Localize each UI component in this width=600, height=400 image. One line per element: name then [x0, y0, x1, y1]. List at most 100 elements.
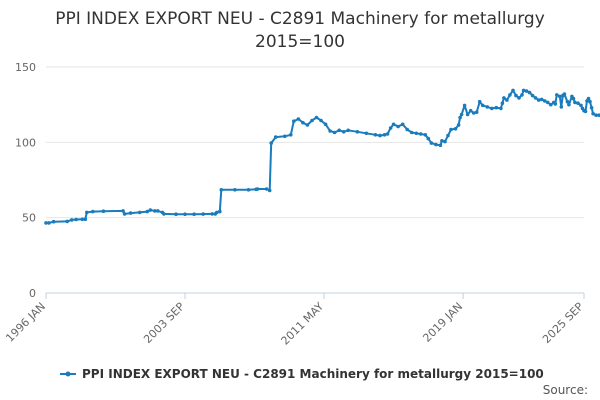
data-point[interactable]	[571, 96, 576, 101]
data-point[interactable]	[292, 119, 296, 123]
data-point[interactable]	[521, 88, 526, 93]
data-point[interactable]	[44, 221, 48, 225]
data-point[interactable]	[423, 133, 428, 137]
data-point[interactable]	[218, 209, 222, 214]
data-point[interactable]	[539, 97, 544, 102]
data-point[interactable]	[301, 120, 305, 125]
data-point[interactable]	[524, 89, 529, 93]
data-point[interactable]	[269, 141, 274, 145]
data-point[interactable]	[591, 111, 595, 116]
data-point[interactable]	[328, 129, 332, 133]
data-point[interactable]	[530, 93, 535, 98]
data-point[interactable]	[558, 94, 562, 99]
data-point[interactable]	[567, 102, 571, 107]
data-point[interactable]	[337, 128, 342, 133]
data-point[interactable]	[559, 105, 564, 109]
data-point[interactable]	[341, 130, 346, 134]
data-point[interactable]	[542, 99, 547, 103]
data-point[interactable]	[364, 131, 369, 136]
data-point[interactable]	[490, 106, 494, 111]
data-point[interactable]	[471, 111, 476, 115]
data-point[interactable]	[91, 209, 95, 214]
data-point[interactable]	[323, 122, 328, 127]
data-point[interactable]	[74, 217, 78, 222]
data-point[interactable]	[438, 143, 443, 148]
data-point[interactable]	[246, 188, 251, 192]
data-point[interactable]	[494, 105, 499, 110]
data-point[interactable]	[449, 127, 453, 132]
data-point[interactable]	[511, 88, 515, 93]
data-point[interactable]	[233, 188, 237, 192]
data-point[interactable]	[346, 128, 351, 133]
data-point[interactable]	[83, 217, 88, 221]
data-point[interactable]	[51, 219, 56, 224]
data-point[interactable]	[137, 210, 142, 215]
data-point[interactable]	[391, 122, 396, 127]
data-point[interactable]	[555, 93, 559, 97]
data-point[interactable]	[426, 136, 431, 141]
data-point[interactable]	[553, 102, 558, 106]
data-point[interactable]	[382, 133, 387, 137]
data-point[interactable]	[458, 115, 462, 120]
data-point[interactable]	[355, 130, 360, 134]
data-point[interactable]	[485, 105, 490, 109]
data-point[interactable]	[201, 212, 205, 216]
data-point[interactable]	[283, 134, 287, 139]
data-point[interactable]	[597, 113, 600, 117]
legend[interactable]: PPI INDEX EXPORT NEU - C2891 Machinery f…	[60, 367, 544, 381]
data-point[interactable]	[533, 96, 538, 100]
data-point[interactable]	[443, 139, 447, 144]
data-point[interactable]	[153, 209, 157, 213]
data-point[interactable]	[69, 218, 74, 222]
data-point[interactable]	[296, 117, 301, 121]
data-point[interactable]	[499, 106, 503, 111]
data-point[interactable]	[468, 108, 473, 113]
data-point[interactable]	[273, 135, 278, 139]
data-point[interactable]	[414, 131, 419, 136]
data-point[interactable]	[576, 101, 580, 105]
data-point[interactable]	[378, 133, 382, 138]
data-point[interactable]	[400, 122, 405, 127]
data-point[interactable]	[453, 127, 458, 131]
data-point[interactable]	[128, 211, 133, 215]
data-point[interactable]	[409, 130, 414, 135]
data-point[interactable]	[319, 118, 323, 123]
data-point[interactable]	[65, 219, 69, 224]
data-point[interactable]	[477, 99, 482, 104]
data-point[interactable]	[502, 96, 506, 100]
data-point[interactable]	[520, 93, 524, 97]
data-point[interactable]	[465, 112, 470, 117]
data-point[interactable]	[174, 212, 178, 216]
data-point[interactable]	[505, 98, 509, 102]
data-point[interactable]	[80, 217, 85, 222]
data-point[interactable]	[419, 132, 423, 136]
data-point[interactable]	[508, 93, 512, 97]
data-point[interactable]	[47, 221, 51, 225]
data-point[interactable]	[264, 187, 269, 191]
data-point[interactable]	[145, 209, 150, 214]
data-point[interactable]	[385, 132, 390, 136]
data-point[interactable]	[446, 133, 450, 138]
data-point[interactable]	[579, 103, 583, 108]
data-point[interactable]	[474, 110, 479, 114]
data-point[interactable]	[332, 130, 337, 135]
data-point[interactable]	[388, 126, 393, 130]
data-point[interactable]	[459, 112, 464, 117]
data-point[interactable]	[594, 113, 598, 117]
data-point[interactable]	[405, 127, 410, 132]
data-point[interactable]	[289, 133, 293, 137]
data-point[interactable]	[562, 92, 567, 96]
data-point[interactable]	[480, 103, 485, 108]
data-point[interactable]	[215, 210, 219, 215]
data-point[interactable]	[183, 212, 187, 216]
data-point[interactable]	[440, 139, 444, 143]
data-point[interactable]	[121, 209, 125, 213]
data-point[interactable]	[429, 141, 434, 145]
data-point[interactable]	[434, 142, 438, 147]
data-point[interactable]	[210, 212, 214, 216]
data-point[interactable]	[462, 103, 467, 108]
data-point[interactable]	[573, 100, 577, 105]
data-point[interactable]	[517, 96, 521, 100]
data-point[interactable]	[148, 208, 153, 212]
data-point[interactable]	[583, 109, 588, 114]
